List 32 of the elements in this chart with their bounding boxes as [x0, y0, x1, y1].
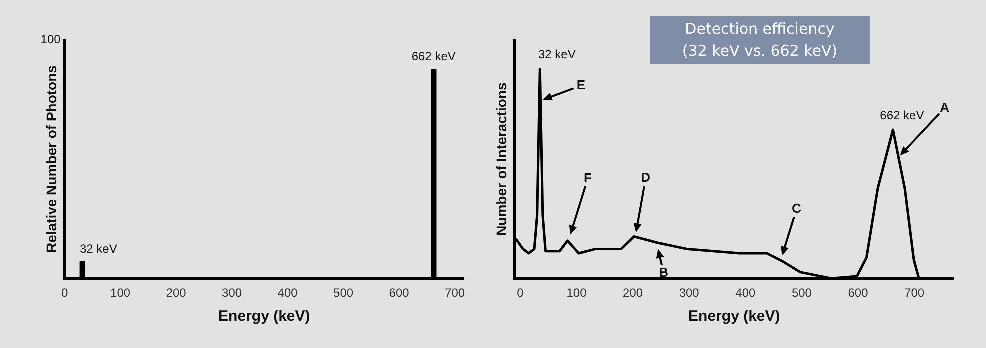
x-tick-label: 700 — [445, 286, 466, 300]
x-tick-label: 200 — [166, 286, 187, 300]
annotation: 662 keV — [412, 50, 456, 64]
x-tick-label: 600 — [848, 286, 869, 300]
annotation: D — [641, 170, 651, 186]
annotation: B — [659, 264, 669, 280]
x-tick-label: 400 — [278, 286, 298, 300]
x-tick-label: 0 — [61, 286, 68, 300]
annotation: F — [584, 170, 592, 186]
x-tick-label: 500 — [792, 286, 812, 300]
y-axis-title: Number of Interactions — [493, 82, 510, 236]
x-tick-label: 300 — [222, 286, 242, 300]
annotation: 32 keV — [80, 242, 118, 256]
annotation: E — [576, 77, 586, 92]
x-axis-title: Energy (keV) — [688, 308, 780, 326]
x-tick-label: 200 — [623, 286, 644, 300]
text: 100 — [40, 32, 62, 46]
x-tick-label: 300 — [679, 286, 700, 300]
annotation: 662 keV — [880, 108, 924, 122]
y-axis-title: Relative Number of Photons — [43, 65, 60, 254]
x-axis-title: Energy (keV) — [218, 308, 310, 326]
x-tick-label: 100 — [566, 286, 588, 300]
x-tick-label: 100 — [110, 286, 131, 300]
annotation: A — [940, 100, 950, 115]
x-tick-label: 700 — [904, 286, 925, 300]
annotation: C — [792, 201, 802, 216]
x-tick-label: 0 — [517, 286, 524, 300]
x-tick-label: 600 — [389, 286, 410, 300]
x-tick-label: 500 — [334, 286, 354, 300]
chart-title: Detection efficiency (32 keV vs. 662 keV) — [650, 16, 870, 64]
x-tick-label: 400 — [736, 286, 756, 300]
annotation: 32 keV — [538, 48, 576, 62]
